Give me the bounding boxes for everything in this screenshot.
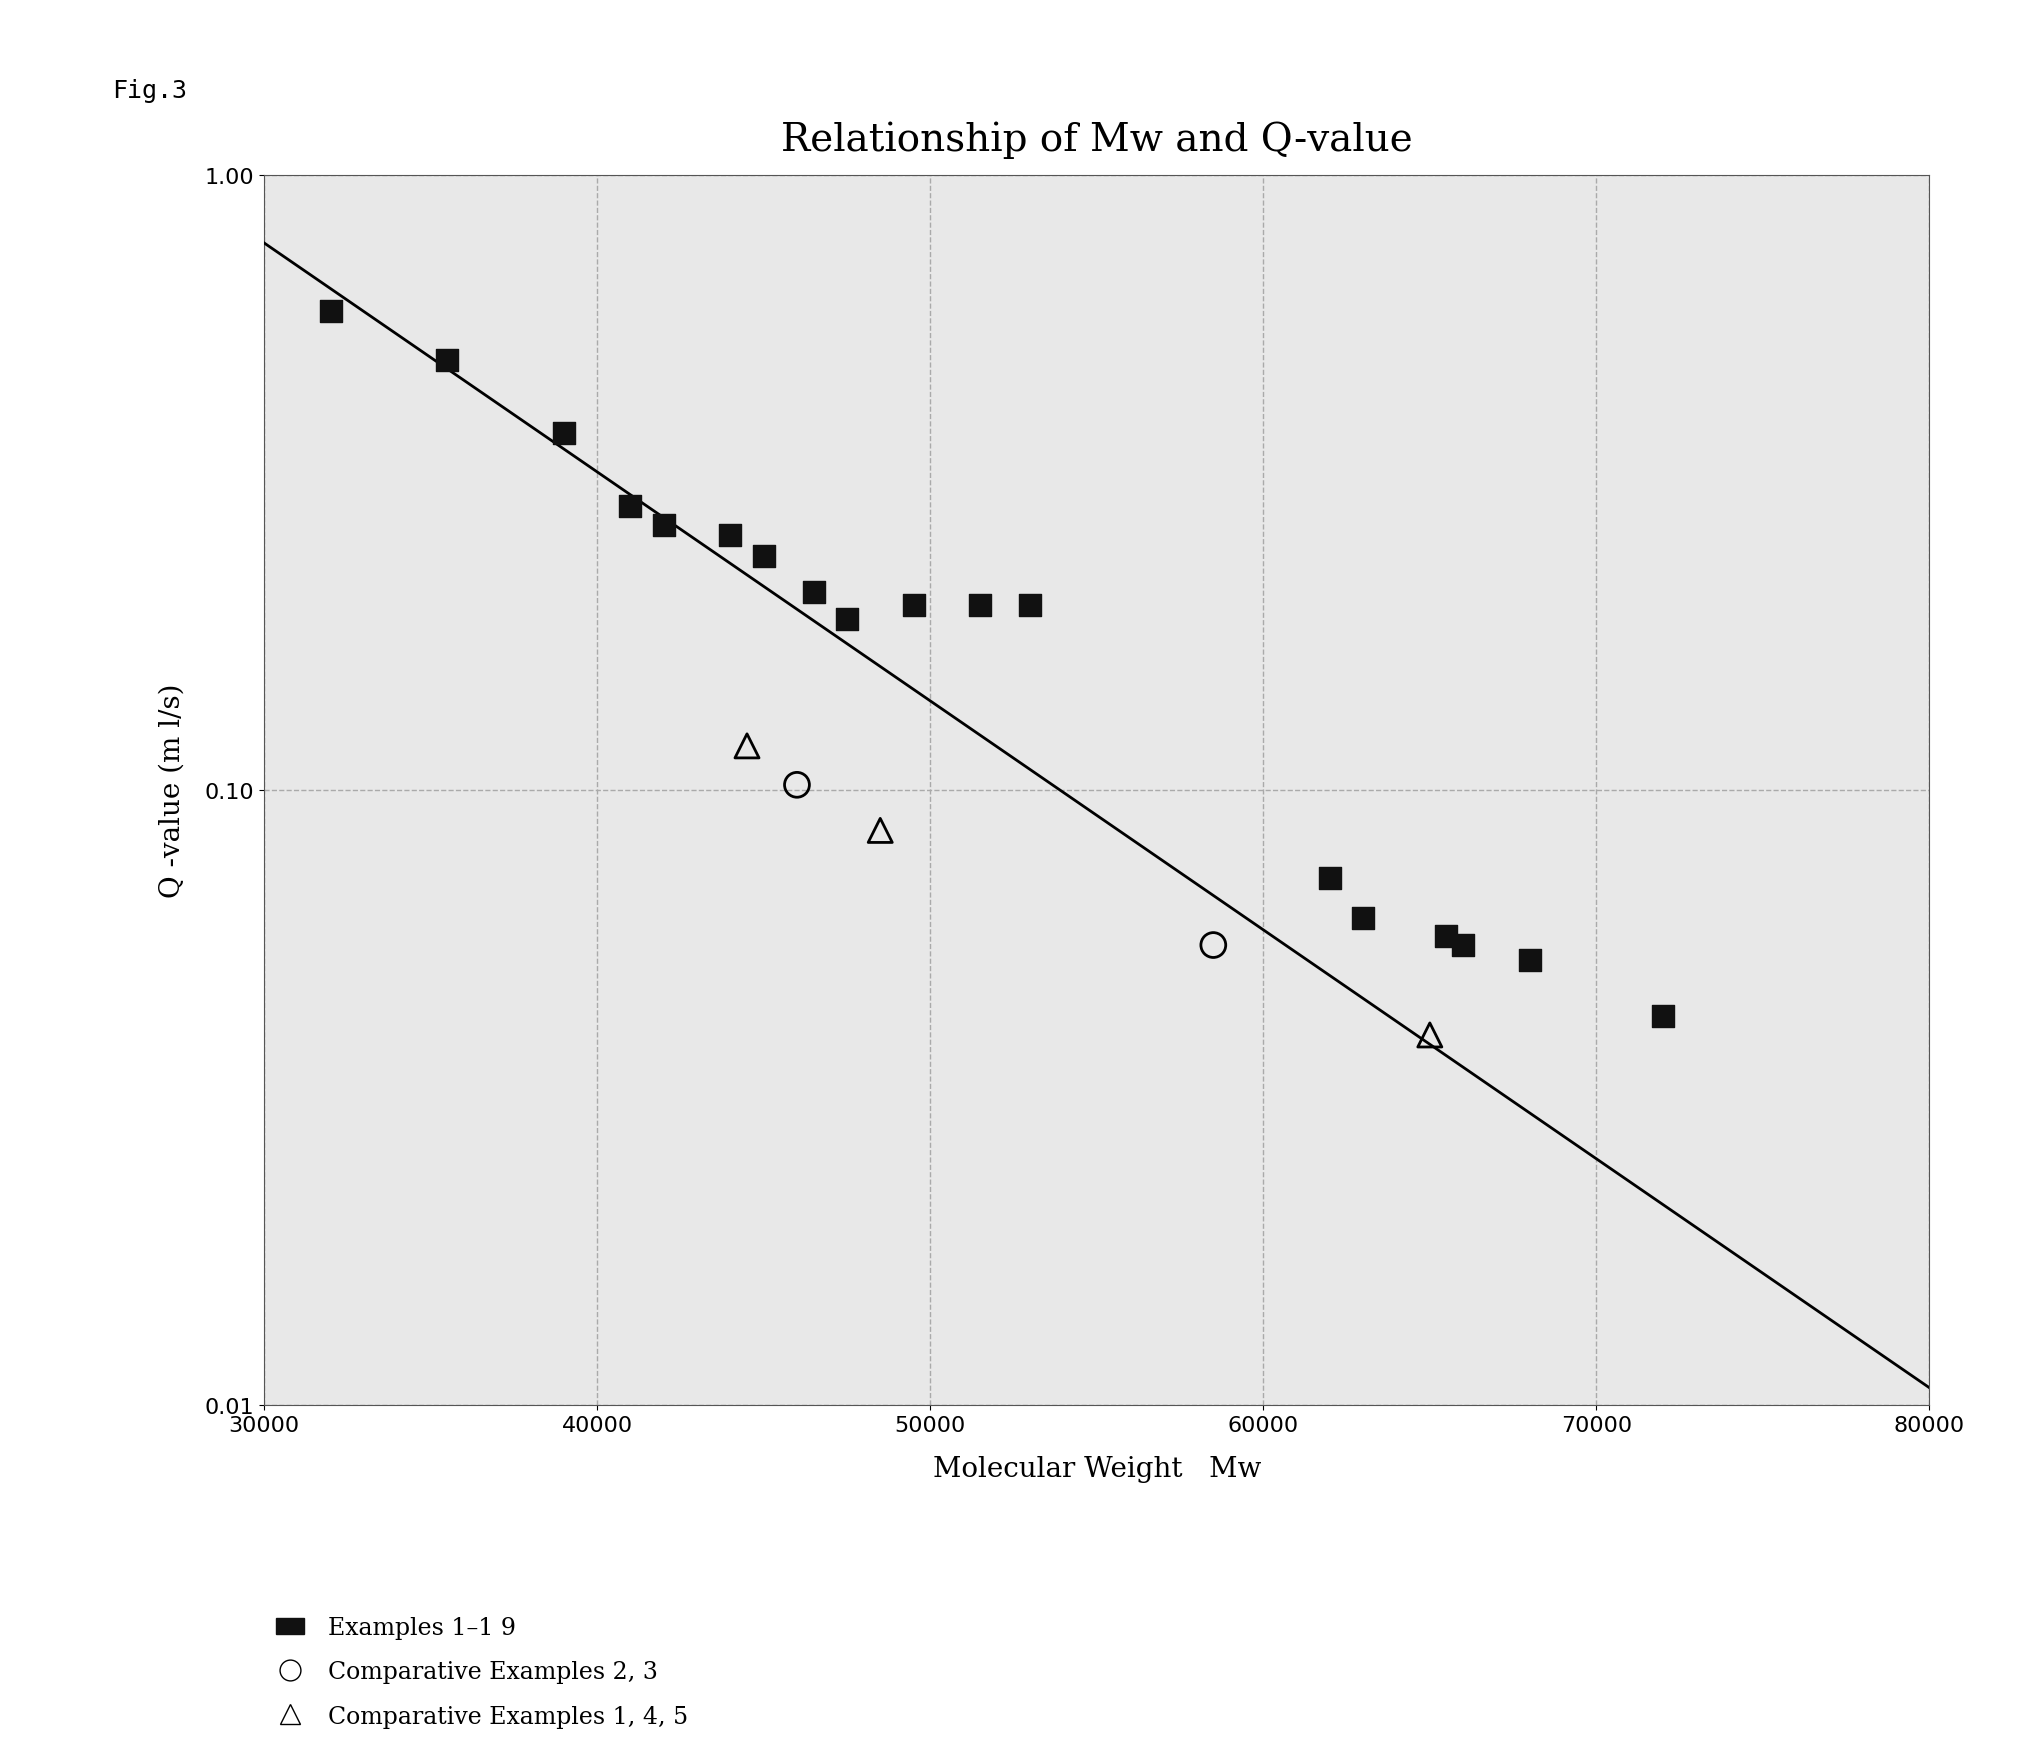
Examples 1–19 bbox=[1512, 947, 1545, 975]
Examples 1–19 bbox=[1429, 922, 1462, 951]
Text: Fig.3: Fig.3 bbox=[112, 79, 187, 104]
Comparative Examples 1, 4, 5 bbox=[731, 733, 763, 761]
Examples 1–19 bbox=[1346, 905, 1378, 933]
Comparative Examples 1, 4, 5 bbox=[863, 817, 895, 845]
Title: Relationship of Mw and Q-value: Relationship of Mw and Q-value bbox=[780, 121, 1413, 158]
Examples 1–19 bbox=[897, 592, 930, 620]
Examples 1–19 bbox=[1313, 864, 1346, 893]
Examples 1–19 bbox=[430, 346, 463, 374]
Examples 1–19 bbox=[1445, 931, 1478, 959]
Examples 1–19 bbox=[1646, 1001, 1679, 1030]
Examples 1–19 bbox=[747, 543, 780, 571]
Examples 1–19 bbox=[830, 604, 863, 633]
Legend: Examples 1–1 9, Comparative Examples 2, 3, Comparative Examples 1, 4, 5: Examples 1–1 9, Comparative Examples 2, … bbox=[276, 1616, 688, 1727]
Examples 1–19 bbox=[1013, 592, 1045, 620]
Examples 1–19 bbox=[798, 578, 830, 606]
Examples 1–19 bbox=[548, 420, 581, 448]
Comparative Examples 2, 3 bbox=[780, 771, 812, 799]
Examples 1–19 bbox=[964, 592, 997, 620]
X-axis label: Molecular Weight   Mw: Molecular Weight Mw bbox=[932, 1455, 1261, 1481]
Y-axis label: Q -value (m l/s): Q -value (m l/s) bbox=[158, 683, 185, 898]
Examples 1–19 bbox=[715, 522, 747, 550]
Examples 1–19 bbox=[648, 511, 680, 539]
Comparative Examples 1, 4, 5 bbox=[1413, 1021, 1445, 1049]
Examples 1–19 bbox=[315, 299, 347, 327]
Comparative Examples 2, 3 bbox=[1196, 931, 1228, 959]
Examples 1–19 bbox=[613, 492, 646, 520]
